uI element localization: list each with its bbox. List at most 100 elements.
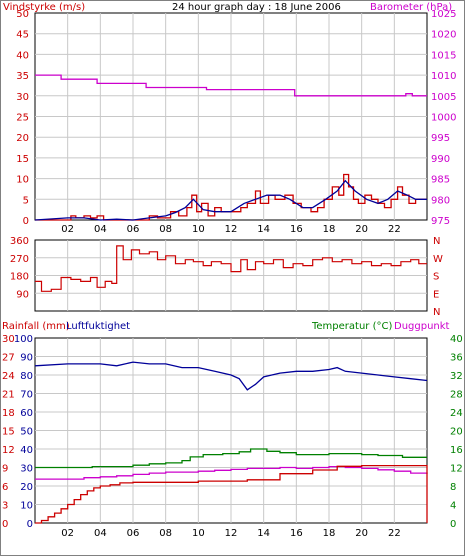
panel3-rain-label: Rainfall (mm) [2,321,70,332]
panel1-left-label: Vindstyrke (m/s) [3,2,85,13]
x-tick-label: 12 [225,224,238,235]
y-tick-right: 1000 [431,113,456,124]
panel1-right-label: Barometer (hPa) [370,2,452,13]
y-tick-left: 25 [16,113,29,124]
y-tick-humidity: 90 [20,353,33,364]
y-tick-humidity: 70 [20,390,33,401]
panel2-grid [35,240,427,311]
panel3-rain-ticks: 0 3 6 9 12 15 18 21 24 27 30 [2,334,15,530]
y-tick-right: 990 [431,154,450,165]
panel3-temp-label: Temperatur (°C) [311,321,392,332]
y-tick-temperature: 4 [450,501,456,512]
y-tick-left: 5 [23,195,29,206]
y-tick-right: 1005 [431,92,456,103]
y-tick-right: 1010 [431,71,456,82]
y-tick-temperature: 28 [450,390,463,401]
x-tick-label: 20 [355,528,368,539]
y-tick-rain: 9 [2,464,8,475]
y-tick-right: 995 [431,133,450,144]
y-tick-temperature: 16 [450,445,463,456]
x-tick-label: 08 [159,528,172,539]
y-tick-left: 10 [16,175,29,186]
x-tick-label: 02 [61,528,74,539]
y-tick-right: 975 [431,216,450,227]
y-tick-temperature: 20 [450,427,463,438]
y-tick-left: 0 [23,216,29,227]
y-tick-rain: 27 [2,353,15,364]
y-tick-humidity: 50 [20,427,33,438]
panel3-right-ticks: 0 4 8 12 16 20 24 28 32 36 40 [450,334,463,530]
y-tick-direction: 180 [10,272,29,283]
panel2-series [35,245,427,292]
y-tick-left: 15 [16,154,29,165]
x-tick-label: 22 [388,528,401,539]
panel2-left-ticks: 90 180 270 360 [10,236,29,300]
y-tick-humidity: 30 [20,464,33,475]
x-tick-label: 10 [192,528,205,539]
x-tick-label: 16 [290,224,303,235]
x-tick-label: 20 [355,224,368,235]
y-tick-left: 50 [16,9,29,20]
series-humidity [34,361,428,391]
y-tick-humidity: 80 [20,371,33,382]
x-tick-label: 22 [388,224,401,235]
y-tick-rain: 0 [2,519,8,530]
y-tick-temperature: 0 [450,519,456,530]
panel3-humidity-label: Luftfuktighet [66,321,130,332]
y-tick-humidity: 60 [20,408,33,419]
y-tick-temperature: 36 [450,353,463,364]
x-tick-label: 18 [323,528,336,539]
y-tick-temperature: 40 [450,334,463,345]
x-tick-label: 18 [323,224,336,235]
y-tick-rain: 24 [2,371,15,382]
panel1-left-ticks: 0 5 10 15 20 25 30 35 40 45 50 [16,9,29,227]
y-tick-rain: 3 [2,501,8,512]
y-tick-rain: 21 [2,390,15,401]
y-tick-right: 1025 [431,9,456,20]
y-tick-rain: 30 [2,334,15,345]
series-dewpoint [35,465,428,480]
series-gust [34,179,427,221]
panel1-x-ticks: 02 04 06 08 10 12 14 16 18 20 22 [61,224,400,235]
compass-label: N [433,236,440,247]
compass-label: E [433,289,439,300]
compass-label: W [433,254,443,265]
x-tick-label: 08 [159,224,172,235]
compass-label: S [433,272,439,283]
y-tick-temperature: 8 [450,482,456,493]
y-tick-rain: 18 [2,408,15,419]
y-tick-left: 30 [16,92,29,103]
y-tick-right: 985 [431,175,450,186]
y-tick-right: 1015 [431,50,456,61]
y-tick-left: 35 [16,71,29,82]
y-tick-rain: 12 [2,445,15,456]
panel3-series [34,361,428,524]
y-tick-humidity: 10 [20,501,33,512]
y-tick-left: 20 [16,133,29,144]
x-tick-label: 02 [61,224,74,235]
panel3-humidity-ticks: 0 10 20 30 40 50 60 70 80 90 100 [14,334,33,530]
x-tick-label: 10 [192,224,205,235]
y-tick-humidity: 40 [20,445,33,456]
series-barometer [35,74,427,97]
y-tick-humidity: 0 [27,519,33,530]
y-tick-right: 1020 [431,30,456,41]
x-tick-label: 16 [290,528,303,539]
y-tick-right: 980 [431,195,450,206]
y-tick-left: 40 [16,50,29,61]
panel3-dewpoint-label: Duggpunkt [394,321,450,332]
x-tick-label: 14 [257,528,270,539]
panel1-grid [35,13,427,220]
panel1-series [34,74,427,221]
y-tick-humidity: 100 [14,334,33,345]
x-tick-label: 04 [94,528,107,539]
chart-title: 24 hour graph day : 18 June 2006 [172,2,341,13]
series-temperature [35,448,427,469]
y-tick-rain: 6 [2,482,8,493]
y-tick-temperature: 32 [450,371,463,382]
